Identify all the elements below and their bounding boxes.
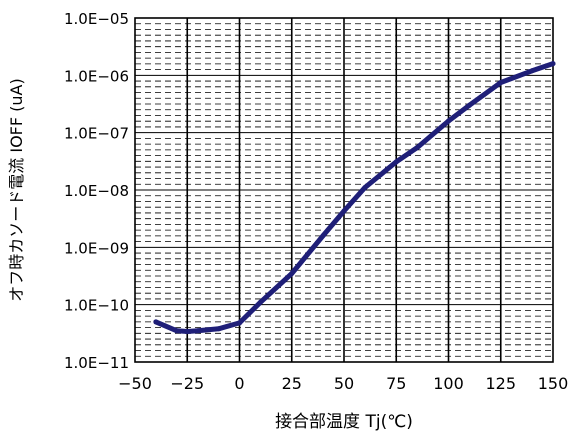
y-axis-label: オフ時カソード電流 IOFF (uA) bbox=[7, 78, 26, 301]
y-tick-label: 1.0E−11 bbox=[64, 354, 129, 372]
y-axis-tick-labels: 1.0E−11 1.0E−10 1.0E−09 1.0E−08 1.0E−07 1.0E−… bbox=[64, 10, 129, 372]
data-point bbox=[195, 328, 201, 334]
data-point bbox=[289, 270, 295, 276]
data-point bbox=[237, 320, 242, 326]
data-point bbox=[362, 185, 368, 191]
data-point bbox=[174, 328, 180, 334]
x-tick-label: 150 bbox=[538, 374, 569, 393]
data-point bbox=[153, 319, 159, 325]
y-tick-label: 1.0E−05 bbox=[64, 10, 129, 28]
data-series-layer bbox=[153, 61, 556, 335]
x-tick-label: 100 bbox=[433, 374, 464, 393]
x-axis-tick-labels: −50 −25 0 25 50 75 100 125 150 bbox=[118, 374, 568, 393]
data-point bbox=[466, 102, 472, 108]
data-point bbox=[498, 79, 504, 85]
data-point bbox=[446, 118, 451, 124]
plot-area-border bbox=[134, 17, 554, 363]
grid-lines bbox=[135, 18, 553, 362]
data-point bbox=[529, 68, 535, 74]
y-tick-label: 1.0E−08 bbox=[64, 182, 129, 200]
data-point bbox=[550, 61, 556, 67]
data-point bbox=[184, 329, 190, 335]
x-tick-label: −25 bbox=[170, 374, 204, 393]
x-tick-label: 125 bbox=[485, 374, 516, 393]
x-tick-label: 50 bbox=[334, 374, 354, 393]
y-tick-label: 1.0E−07 bbox=[64, 125, 129, 143]
y-tick-label: 1.0E−09 bbox=[64, 239, 129, 257]
y-tick-label: 1.0E−06 bbox=[64, 67, 129, 85]
data-point bbox=[216, 326, 222, 332]
data-point bbox=[393, 159, 399, 165]
data-point bbox=[257, 299, 263, 305]
data-point bbox=[320, 233, 326, 239]
data-point bbox=[414, 145, 420, 151]
x-tick-label: 75 bbox=[386, 374, 406, 393]
data-point bbox=[341, 208, 347, 214]
y-tick-label: 1.0E−10 bbox=[64, 297, 129, 315]
x-tick-label: 0 bbox=[234, 374, 244, 393]
x-tick-label: 25 bbox=[282, 374, 302, 393]
x-tick-label: −50 bbox=[118, 374, 152, 393]
x-axis-label: 接合部温度 Tj(℃) bbox=[275, 412, 413, 432]
